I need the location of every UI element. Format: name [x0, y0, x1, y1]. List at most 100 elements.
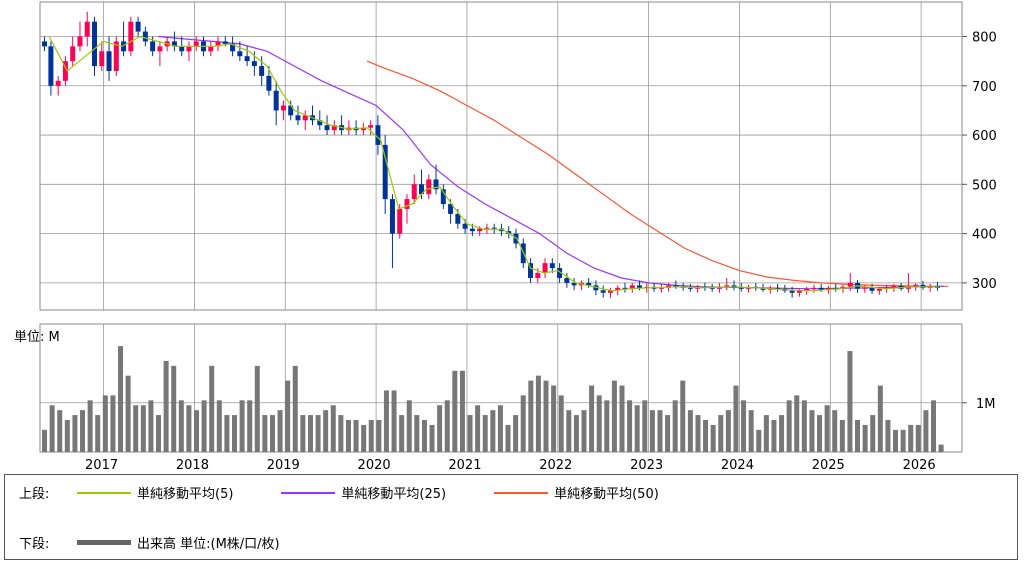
- candle: [382, 135, 388, 214]
- volume-bar: [741, 400, 747, 452]
- candle-body: [738, 287, 744, 289]
- volume-bar: [285, 380, 291, 452]
- volume-bar: [110, 395, 116, 452]
- legend-upper-row: 上段: 単純移動平均(5) 単純移動平均(25) 単純移動平均(50): [19, 483, 699, 502]
- candle-body: [48, 46, 54, 86]
- price-tick-label: 700: [972, 80, 997, 95]
- volume-bar: [475, 405, 481, 452]
- candle-body: [637, 285, 643, 288]
- candle-body: [77, 36, 83, 47]
- volume-bar: [391, 390, 397, 452]
- candle-body: [535, 273, 541, 278]
- candle: [42, 36, 48, 52]
- volume-bar: [573, 415, 579, 452]
- volume-bar: [102, 395, 108, 452]
- x-tick-label: 2020: [358, 458, 391, 473]
- candle: [389, 194, 395, 269]
- price-tick-label: 600: [972, 129, 997, 144]
- price-plot: [42, 11, 949, 298]
- candle-body: [477, 228, 483, 232]
- candle-body: [419, 184, 425, 195]
- candle-body: [92, 21, 98, 67]
- candle: [869, 283, 875, 294]
- candle-body: [273, 90, 279, 111]
- candle: [62, 56, 68, 86]
- volume-bar: [695, 415, 701, 452]
- volume-bar: [710, 424, 716, 452]
- candle-body: [280, 105, 286, 111]
- candle: [905, 273, 911, 293]
- volume-bar: [870, 415, 876, 452]
- volume-bar: [581, 410, 587, 452]
- candle-body: [833, 287, 839, 289]
- candle: [775, 283, 781, 292]
- volume-bar: [938, 444, 944, 452]
- candle: [186, 41, 192, 62]
- x-tick-label: 2022: [539, 458, 572, 473]
- volume-bar: [779, 415, 785, 452]
- volume-bar: [300, 415, 306, 452]
- candle: [607, 287, 613, 298]
- candle: [48, 41, 54, 96]
- volume-bar: [634, 405, 640, 452]
- volume-bar: [201, 400, 207, 452]
- volume-bar: [817, 415, 823, 452]
- candle-body: [360, 127, 366, 131]
- volume-bar: [604, 400, 610, 452]
- volume-bar: [687, 410, 693, 452]
- candle: [658, 283, 664, 293]
- ma50-swatch: [494, 491, 549, 494]
- candle-body: [804, 288, 810, 291]
- candle: [288, 100, 294, 121]
- candle-body: [673, 285, 679, 287]
- volume-bar: [330, 405, 336, 452]
- volume-bar: [224, 415, 230, 452]
- volume-bar: [269, 415, 275, 452]
- candle-body: [542, 263, 548, 274]
- legend-item-ma25: 単純移動平均(25): [273, 483, 446, 502]
- volume-bar: [452, 370, 458, 452]
- volume-bar: [627, 400, 633, 452]
- candle-body: [593, 285, 599, 291]
- candle: [360, 122, 366, 136]
- volume-bar: [87, 400, 93, 452]
- candle: [84, 11, 90, 47]
- candle-body: [244, 56, 250, 62]
- candle-body: [716, 286, 722, 289]
- price-tick-label: 800: [972, 30, 997, 45]
- candle-body: [448, 204, 454, 214]
- volume-bar: [459, 370, 465, 452]
- candle-body: [658, 287, 664, 289]
- volume-bar: [186, 405, 192, 452]
- price-tick-label: 400: [972, 228, 997, 243]
- candle: [92, 16, 98, 76]
- candle: [171, 31, 177, 52]
- candle-body: [847, 282, 853, 287]
- candle-body: [397, 208, 403, 234]
- volume-bar: [809, 410, 815, 452]
- volume-bar: [566, 410, 572, 452]
- volume-bar: [406, 400, 412, 452]
- candle: [142, 26, 148, 47]
- volume-bar: [703, 420, 709, 452]
- volume-bar: [490, 410, 496, 452]
- candle: [237, 41, 243, 62]
- volume-bar: [156, 415, 162, 452]
- candle-body: [557, 268, 563, 278]
- candle-body: [404, 199, 410, 209]
- volume-bar: [931, 400, 937, 452]
- volume-bar: [57, 410, 63, 452]
- volume-bar: [231, 415, 237, 452]
- volume-bar: [178, 400, 184, 452]
- volume-bar: [72, 415, 78, 452]
- volume-bar: [657, 410, 663, 452]
- candle: [811, 284, 817, 293]
- candle: [368, 120, 374, 136]
- candle-body: [382, 144, 388, 200]
- candle-body: [506, 231, 512, 234]
- volume-bar: [680, 380, 686, 452]
- volume-bar: [847, 351, 853, 452]
- volume-bar: [292, 365, 298, 452]
